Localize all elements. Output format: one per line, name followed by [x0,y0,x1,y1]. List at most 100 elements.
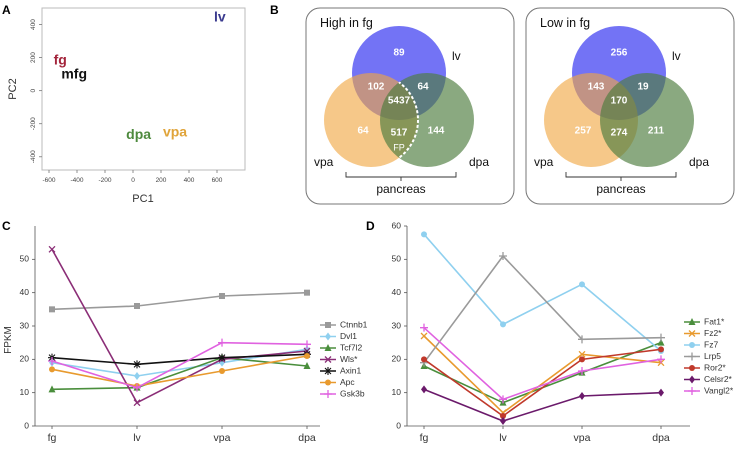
data-point-axin1 [133,360,141,369]
venn-count-vpa-only: 64 [357,126,369,137]
data-point-lrp5 [578,335,586,344]
line-chart-d-axes: 0 10 20 30 40 50 60 fg lv vpa dpa [392,220,690,444]
pca-x-tick-label: -200 [98,177,111,184]
data-point-fat1 [657,338,665,346]
pca-x-tick-label: -400 [70,177,83,184]
pcp-wnt-panel: 0 10 20 30 40 50 60 fg lv vpa dpa Fat1* Fz2*Fz7 Lrp5… [392,220,734,444]
legend-label: Celsr2* [704,374,733,384]
pca-x-tick-label: 200 [156,177,167,184]
legend-label: Lrp5 [704,351,721,361]
data-point-wls [133,399,141,407]
pca-y-tick-label: 400 [30,19,37,30]
data-point-ror2 [421,356,427,363]
series-line-gsk3b [51,341,308,389]
pca-x-tick-label: 0 [131,177,135,184]
venn-low-in-fg: Low in fg 256 257 211 143 19 274 170 lv vpa dpa pan… [534,16,709,196]
pca-x-tick-label: -600 [42,177,55,184]
legend-marker [324,390,332,398]
venn-count-lv-vpa: 143 [588,82,605,93]
venn-circle-dpa [380,73,474,167]
pca-plot-frame [41,7,246,171]
pca-point-label: lv [214,9,226,25]
venn-low-frame [525,7,735,205]
y-tick-label: 40 [20,287,30,297]
y-tick-label: 50 [20,254,30,264]
legend-label: Wls* [340,354,358,364]
legend-marker [324,356,332,363]
venn-panel: High in fg 89 64 144 102 64 517 5437 FP lv vpa dpa p… [305,7,735,205]
y-tick-label: 40 [392,287,402,297]
venn-group-label: pancreas [376,182,425,196]
legend-label: Vangl2* [704,385,734,395]
venn-label-dpa: dpa [469,155,489,169]
data-point-celsr2 [579,392,585,400]
panel-label-d: D [366,219,375,233]
x-tick-label: lv [499,432,507,444]
venn-title: Low in fg [540,16,590,30]
fp-outline [380,73,419,167]
y-tick-label: 10 [392,387,402,397]
legend-marker [324,344,332,351]
x-tick-label: fg [420,432,429,444]
data-point-apc [49,366,55,373]
venn-label-lv: lv [452,49,461,63]
panel-label-b: B [270,3,279,17]
x-tick-label: vpa [214,432,231,444]
series-line-celsr2 [423,388,662,422]
venn-count-lv-vpa: 102 [368,82,385,93]
data-point-ror2 [658,346,664,353]
data-point-vangl2 [420,323,428,332]
data-point-ror2 [500,413,506,419]
legend-marker [688,352,696,361]
y-tick-label: 0 [396,420,401,430]
venn-group-label: pancreas [596,182,645,196]
legend-label: Dvl1 [340,331,357,341]
pca-x-axis-label: PC1 [132,193,153,205]
data-point-lrp5 [499,252,507,260]
series-line-ctnnb1 [51,291,308,311]
data-point-vangl2 [578,367,586,375]
pca-x-tick-label: 600 [212,177,223,184]
fp-label: FP [393,142,405,152]
pca-point-label: vpa [163,124,187,140]
series-line-fz2 [423,335,662,414]
y-tick-label: 0 [24,420,29,430]
data-point-celsr2 [500,417,506,425]
y-tick-label: 30 [392,320,402,330]
data-point-lrp5 [657,333,665,342]
venn-count-all: 5437 [388,96,411,107]
data-point-gsk3b [218,338,226,347]
panel-label-a: A [2,3,11,17]
legend-label: Fat1* [704,316,725,326]
venn-high-in-fg: High in fg 89 64 144 102 64 517 5437 FP lv vpa dpa p… [314,16,489,196]
x-tick-label: lv [133,432,141,444]
pca-ticks: -600 -400 -200 0 200 400 600 -400 -200 0 200 400 [30,19,223,184]
venn-count-lv-only: 256 [611,48,628,59]
legend-marker [325,379,331,386]
x-tick-label: dpa [652,432,670,444]
data-point-tcf7l2 [303,362,311,369]
y-tick-label: 10 [20,387,30,397]
venn-circle-dpa [600,73,694,167]
pca-y-tick-label: 0 [30,88,37,92]
series-line-axin1 [51,353,308,366]
data-point-ctnnb1 [49,306,55,313]
line-chart-d-series [420,231,665,425]
series-line-lrp5 [423,254,662,364]
panel-label-c: C [2,219,11,233]
legend-marker [325,322,331,328]
data-point-fz7 [421,231,427,238]
legend-label: Axin1 [340,365,362,375]
y-tick-label: 20 [20,354,30,364]
pca-y-tick-label: -200 [30,117,37,130]
venn-count-vpa-dpa: 517 [391,128,408,139]
legend-marker [324,367,332,375]
venn-label-vpa: vpa [534,155,554,169]
venn-count-all: 170 [611,96,628,107]
venn-bracket [565,172,677,181]
x-tick-label: vpa [574,432,591,444]
series-line-vangl2 [423,327,662,401]
series-line-ror2 [423,348,662,417]
